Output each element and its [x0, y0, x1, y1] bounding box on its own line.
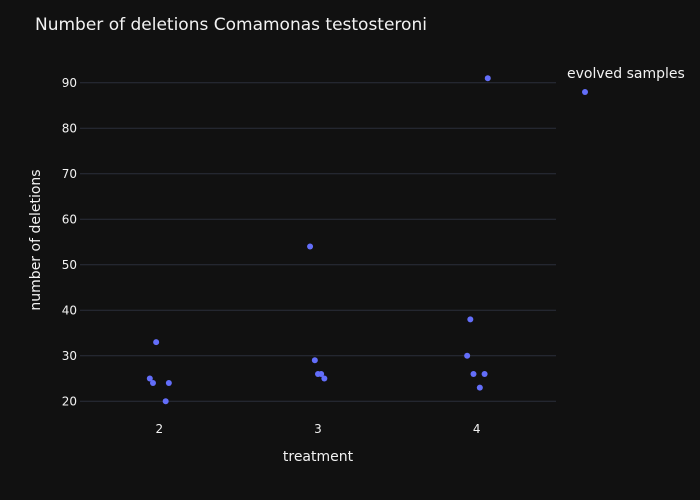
data-points — [146, 75, 491, 405]
data-point[interactable] — [146, 375, 153, 382]
y-tick-label: 50 — [62, 258, 77, 272]
data-point[interactable] — [153, 339, 160, 346]
x-tick-label: 2 — [156, 422, 164, 436]
data-point[interactable] — [470, 370, 477, 377]
chart-title: Number of deletions Comamonas testostero… — [35, 15, 427, 35]
data-point[interactable] — [165, 380, 172, 387]
data-point[interactable] — [484, 75, 491, 82]
data-point[interactable] — [481, 370, 488, 377]
data-point[interactable] — [318, 370, 325, 377]
x-tick-label: 3 — [314, 422, 322, 436]
data-point[interactable] — [149, 380, 156, 387]
data-point[interactable] — [476, 384, 483, 391]
x-axis-title: treatment — [283, 449, 354, 465]
y-tick-labels: 20 30 40 50 60 70 80 90 — [62, 76, 77, 409]
y-tick-label: 40 — [62, 303, 77, 317]
data-point[interactable] — [464, 352, 471, 359]
y-tick-label: 70 — [62, 167, 77, 181]
legend[interactable]: evolved samples — [567, 66, 685, 95]
y-tick-label: 90 — [62, 76, 77, 90]
data-point[interactable] — [311, 357, 318, 364]
y-tick-label: 60 — [62, 212, 77, 226]
y-tick-label: 30 — [62, 349, 77, 363]
legend-label: evolved samples — [567, 66, 685, 82]
y-tick-label: 80 — [62, 121, 77, 135]
legend-marker — [582, 89, 588, 95]
x-tick-labels: 2 3 4 — [156, 422, 481, 436]
data-point[interactable] — [467, 316, 474, 323]
data-point[interactable] — [321, 375, 328, 382]
y-axis-title: number of deletions — [28, 169, 44, 310]
y-tick-label: 20 — [62, 394, 77, 408]
data-point[interactable] — [307, 243, 314, 250]
gridlines — [80, 82, 556, 402]
x-tick-label: 4 — [473, 422, 481, 436]
data-point[interactable] — [162, 398, 169, 405]
